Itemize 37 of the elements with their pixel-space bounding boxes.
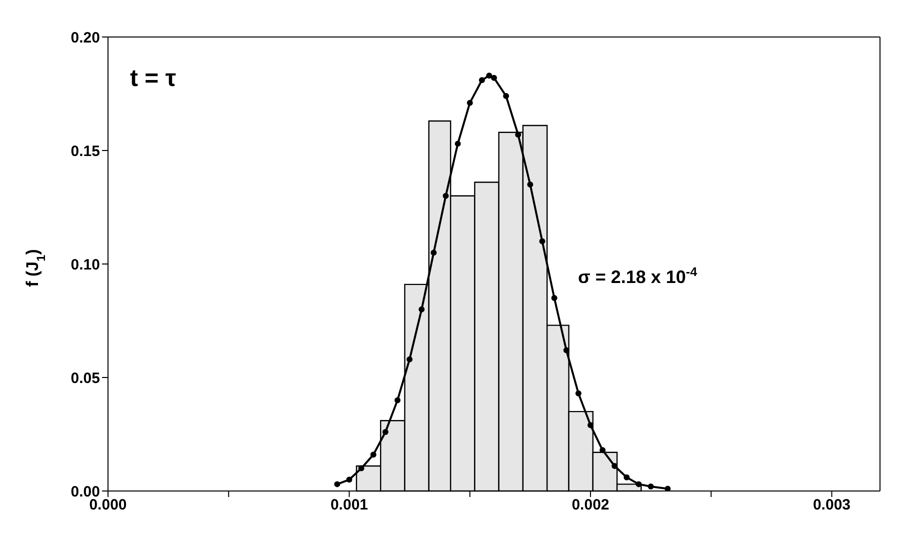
point xyxy=(454,140,461,147)
point xyxy=(358,465,364,472)
point xyxy=(466,100,473,106)
y-tick-label: 0.20 xyxy=(70,29,100,46)
point xyxy=(539,238,546,244)
point xyxy=(486,72,492,79)
point xyxy=(624,474,630,480)
point xyxy=(551,295,558,302)
point xyxy=(418,306,425,312)
point xyxy=(394,397,400,404)
point xyxy=(600,447,606,454)
point xyxy=(491,74,497,81)
annotation: t = τ xyxy=(130,65,176,92)
point xyxy=(478,77,485,84)
point xyxy=(563,347,570,354)
annotation: σ = 2.18 x 10$^{-4}$ xyxy=(578,265,698,287)
point xyxy=(442,192,449,199)
point xyxy=(612,463,618,470)
point xyxy=(346,476,352,483)
point xyxy=(406,356,413,362)
point xyxy=(382,428,388,435)
point xyxy=(648,483,654,490)
point xyxy=(527,182,534,188)
point xyxy=(636,481,642,488)
point xyxy=(664,486,671,491)
x-tick-label: 0.002 xyxy=(572,496,610,514)
point xyxy=(430,250,437,256)
point xyxy=(334,481,340,488)
point xyxy=(515,132,522,138)
point xyxy=(575,390,582,396)
point xyxy=(503,93,510,100)
point xyxy=(370,452,376,458)
x-tick-label: 0.001 xyxy=(330,496,368,514)
y-tick-label: 0.10 xyxy=(70,256,100,274)
x-tick-label: 0.003 xyxy=(812,496,851,514)
y-tick-label: 0.15 xyxy=(70,142,100,160)
y-tick-label: 0.05 xyxy=(70,370,100,387)
